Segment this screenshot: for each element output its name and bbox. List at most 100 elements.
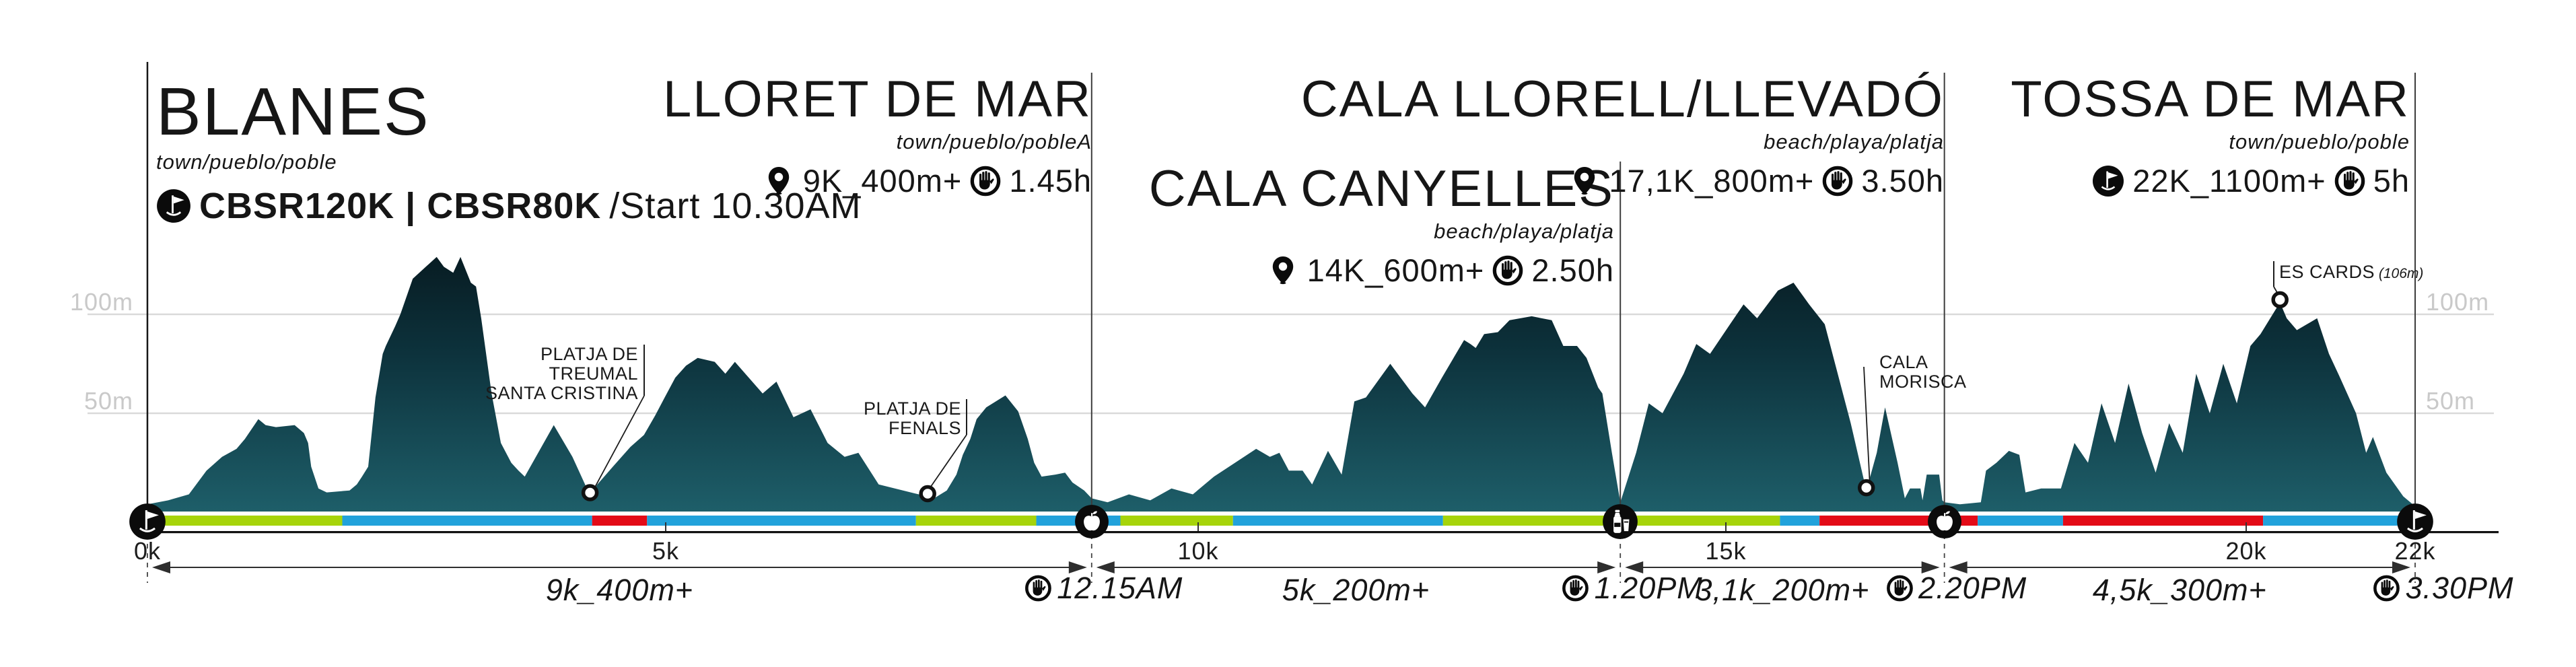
callout-marker-2 xyxy=(1857,479,1875,497)
station-cala-llorell: CALA LLORELL/LLEVADÓ beach/playa/platja … xyxy=(1301,74,1944,199)
x-tick-22k: 22k xyxy=(2394,537,2436,565)
callout-leader-2 xyxy=(1863,366,1871,487)
station-title: LLORET DE MAR xyxy=(663,71,1092,128)
callout-marker-3 xyxy=(2271,291,2289,309)
x-axis-line xyxy=(143,531,2499,534)
location-pin-icon xyxy=(1267,254,1299,287)
surface-segment-blue xyxy=(1232,516,1443,526)
surface-segment-green xyxy=(915,516,1037,526)
elevation-area xyxy=(147,256,2415,512)
start-flag-icon xyxy=(129,503,166,544)
station-lloret: LLORET DE MAR town/pueblo/pobleA 9K_400m… xyxy=(663,74,1092,199)
race-names: CBSR120K | CBSR80K xyxy=(199,186,602,226)
callout-elevation: (106m) xyxy=(2375,266,2424,281)
section-label-3: 3,1k_200m+ xyxy=(1695,573,1870,607)
section-label-1: 9k_400m+ xyxy=(545,573,694,607)
cutoff-hand-icon xyxy=(2373,575,2400,602)
callout-marker-1 xyxy=(919,485,936,503)
time-text: 3.30PM xyxy=(2405,571,2514,605)
cutoff-hand-icon xyxy=(970,166,1001,197)
surface-segment-blue xyxy=(1780,516,1820,526)
station-tossa: TOSSA DE MAR town/pueblo/poble 22K_1100m… xyxy=(2011,74,2410,199)
callout-leader-0 xyxy=(592,395,645,493)
section-label-4: 4,5k_300m+ xyxy=(2092,573,2267,607)
callout-label-0: PLATJA DE TREUMAL SANTA CRISTINA xyxy=(485,344,638,404)
cutoff-hand-icon xyxy=(1024,575,1051,602)
callout-label-2: CALA MORISCA xyxy=(1879,352,1967,392)
arrowhead-left-icon xyxy=(152,561,170,573)
surface-segment-green xyxy=(1120,516,1233,526)
location-pin-icon xyxy=(763,165,795,197)
station-title: CALA CANYELLES xyxy=(1148,160,1614,217)
x-tick-0k: 0k xyxy=(133,537,162,565)
checkpoint-time-canyelles: 1.20PM xyxy=(1562,571,1703,606)
x-tick-10k: 10k xyxy=(1177,537,1219,565)
checkpoint-time-tossa: 3.30PM xyxy=(2373,571,2513,606)
start-time: /Start 10.30AM xyxy=(609,186,862,226)
cutoff-hand-icon xyxy=(1886,575,1913,602)
station-subtitle: beach/playa/platja xyxy=(1764,130,1944,153)
station-distance: 9K_400m+ xyxy=(802,163,963,199)
surface-segment-blue xyxy=(647,516,916,526)
y-axis-label-50m-left: 50m xyxy=(83,387,133,415)
callout-marker-0 xyxy=(581,484,599,501)
finish-flag-icon xyxy=(2396,503,2434,544)
station-title: BLANES xyxy=(156,74,430,149)
checkpoint-time-llorell: 2.20PM xyxy=(1886,571,2027,606)
apple-aid-icon xyxy=(1074,504,1109,542)
callout-label-1: PLATJA DE FENALS xyxy=(863,398,961,439)
station-distance: 17,1K_800m+ xyxy=(1609,163,1815,199)
time-text: 12.15AM xyxy=(1057,571,1183,605)
time-text: 2.20PM xyxy=(1918,571,2027,605)
arrowhead-left-icon xyxy=(1625,561,1644,573)
station-distance: 14K_600m+ xyxy=(1307,252,1485,288)
arrowhead-right-icon xyxy=(1597,561,1616,573)
arrowhead-left-icon xyxy=(1949,561,1968,573)
y-axis-label-100m-left: 100m xyxy=(69,288,133,316)
x-tick-20k: 20k xyxy=(2225,537,2267,565)
surface-segment-green xyxy=(147,516,343,526)
bottle-aid-icon xyxy=(1602,503,1638,543)
station-subtitle: town/pueblo/poble xyxy=(2229,130,2410,153)
apple-aid-icon xyxy=(1927,504,1962,542)
surface-segment-red xyxy=(2062,516,2264,526)
arrowhead-right-icon xyxy=(1068,561,1087,573)
station-cutoff: 5h xyxy=(2373,163,2410,199)
start-flag-icon xyxy=(156,188,191,223)
surface-segment-blue xyxy=(1978,516,2063,526)
station-title: CALA LLORELL/LLEVADÓ xyxy=(1300,71,1944,128)
station-title: TOSSA DE MAR xyxy=(2011,71,2410,128)
cutoff-hand-icon xyxy=(1492,255,1523,286)
station-cala-canyelles: CALA CANYELLES beach/playa/platja 14K_60… xyxy=(1149,164,1614,289)
station-cutoff: 2.50h xyxy=(1531,252,1614,288)
arrowhead-left-icon xyxy=(1096,561,1115,573)
y-axis-label-50m-right: 50m xyxy=(2426,387,2476,415)
arrowhead-right-icon xyxy=(2392,561,2410,573)
station-cutoff: 3.50h xyxy=(1861,163,1944,199)
station-subtitle: town/pueblo/pobleA xyxy=(896,130,1092,153)
surface-segment-red xyxy=(592,516,648,526)
location-pin-icon xyxy=(1568,165,1601,197)
station-subtitle: beach/playa/platja xyxy=(1434,219,1614,243)
arrowhead-right-icon xyxy=(1921,561,1940,573)
finish-flag-icon xyxy=(2092,165,2124,197)
surface-segment-blue xyxy=(2263,516,2415,526)
x-tick-5k: 5k xyxy=(652,537,680,565)
callout-label-3: ES CARDS (106m) xyxy=(2279,262,2424,282)
x-tick-15k: 15k xyxy=(1705,537,1747,565)
callout-leader-1 xyxy=(927,434,967,492)
time-text: 1.20PM xyxy=(1594,571,1703,605)
station-cutoff: 1.45h xyxy=(1009,163,1092,199)
cutoff-hand-icon xyxy=(2334,166,2365,197)
checkpoint-time-lloret: 12.15AM xyxy=(1024,571,1183,606)
cutoff-hand-icon xyxy=(1822,166,1853,197)
surface-segment-blue xyxy=(342,516,592,526)
station-blanes: BLANES town/pueblo/poble CBSR120K | CBSR… xyxy=(156,78,861,227)
station-subtitle: town/pueblo/poble xyxy=(156,150,337,174)
station-distance: 22K_1100m+ xyxy=(2132,163,2326,199)
section-label-2: 5k_200m+ xyxy=(1282,573,1430,607)
cutoff-hand-icon xyxy=(1562,575,1589,602)
y-axis-label-100m-right: 100m xyxy=(2426,288,2490,316)
